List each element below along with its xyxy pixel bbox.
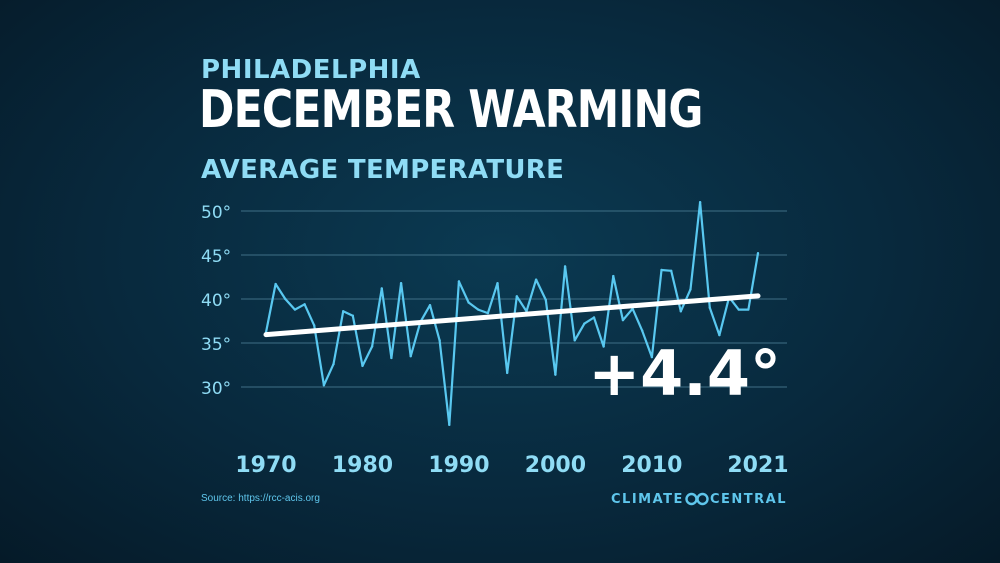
data-point	[448, 423, 451, 427]
infinity-loop-icon	[685, 492, 709, 506]
y-tick-label: 50°	[201, 203, 231, 223]
page-title: DECEMBER WARMING	[199, 80, 703, 140]
data-point	[438, 339, 441, 342]
data-point	[505, 371, 509, 375]
x-tick-label: 1990	[428, 453, 489, 478]
y-tick-label: 30°	[201, 379, 231, 399]
data-point	[747, 308, 750, 311]
data-point	[737, 308, 740, 311]
data-point	[554, 373, 557, 376]
data-point	[428, 303, 432, 307]
x-tick-label: 2021	[727, 453, 788, 478]
y-tick-label: 45°	[201, 247, 231, 267]
data-point	[284, 297, 287, 301]
data-point	[274, 282, 277, 286]
data-point	[650, 355, 654, 359]
data-point	[467, 301, 470, 304]
data-point	[486, 311, 490, 315]
data-point	[718, 333, 721, 337]
data-point	[641, 329, 644, 332]
data-point	[660, 268, 663, 272]
data-point	[708, 306, 711, 309]
city-label: PHILADELPHIA	[201, 55, 421, 85]
data-point	[341, 310, 345, 313]
chart-title: AVERAGE TEMPERATURE	[201, 155, 565, 185]
data-point	[592, 316, 596, 319]
x-tick-label: 1970	[235, 453, 296, 478]
data-point	[689, 288, 692, 291]
data-point	[602, 345, 605, 348]
data-point	[573, 339, 576, 342]
data-point	[409, 355, 412, 358]
data-point	[399, 281, 403, 285]
x-axis-ticks: 1970 1980 1990 2000 2010 2021	[235, 453, 788, 478]
data-point	[544, 298, 547, 302]
y-axis-ticks: 50° 45° 40° 35° 30°	[201, 203, 231, 399]
x-tick-label: 1980	[332, 453, 393, 478]
data-point	[583, 322, 586, 325]
y-tick-label: 35°	[201, 335, 231, 355]
data-point	[361, 364, 364, 368]
trend-line	[263, 293, 761, 338]
x-tick-label: 2010	[621, 453, 682, 478]
data-point	[621, 318, 625, 322]
data-point	[515, 295, 519, 298]
trend-layer	[263, 293, 761, 338]
data-point	[679, 310, 683, 313]
y-tick-label: 40°	[201, 291, 231, 311]
x-tick-label: 2000	[525, 453, 586, 478]
data-point	[563, 265, 567, 268]
series-layer	[264, 201, 760, 427]
data-point	[477, 308, 480, 311]
source-note: Source: https://rcc-acis.org	[201, 493, 320, 504]
data-point	[332, 362, 335, 366]
data-point	[669, 269, 673, 273]
data-point	[457, 280, 461, 283]
data-point	[612, 274, 615, 278]
data-point	[698, 201, 702, 204]
data-point	[390, 356, 393, 360]
data-point	[496, 281, 499, 285]
data-point	[370, 345, 374, 348]
brand-text-right: CENTRAL	[709, 491, 787, 507]
data-point	[293, 308, 297, 311]
series-line	[264, 201, 760, 426]
brand-text-left: CLIMATE	[611, 491, 684, 507]
data-point	[756, 252, 760, 255]
data-point	[351, 314, 355, 317]
data-point	[534, 278, 538, 281]
temperature-change-label: +4.4°	[588, 337, 781, 410]
data-point	[313, 324, 316, 327]
brand-logo: CLIMATE CENTRAL	[611, 489, 787, 509]
data-point	[303, 303, 306, 306]
data-point	[380, 287, 383, 290]
data-point	[322, 384, 326, 387]
